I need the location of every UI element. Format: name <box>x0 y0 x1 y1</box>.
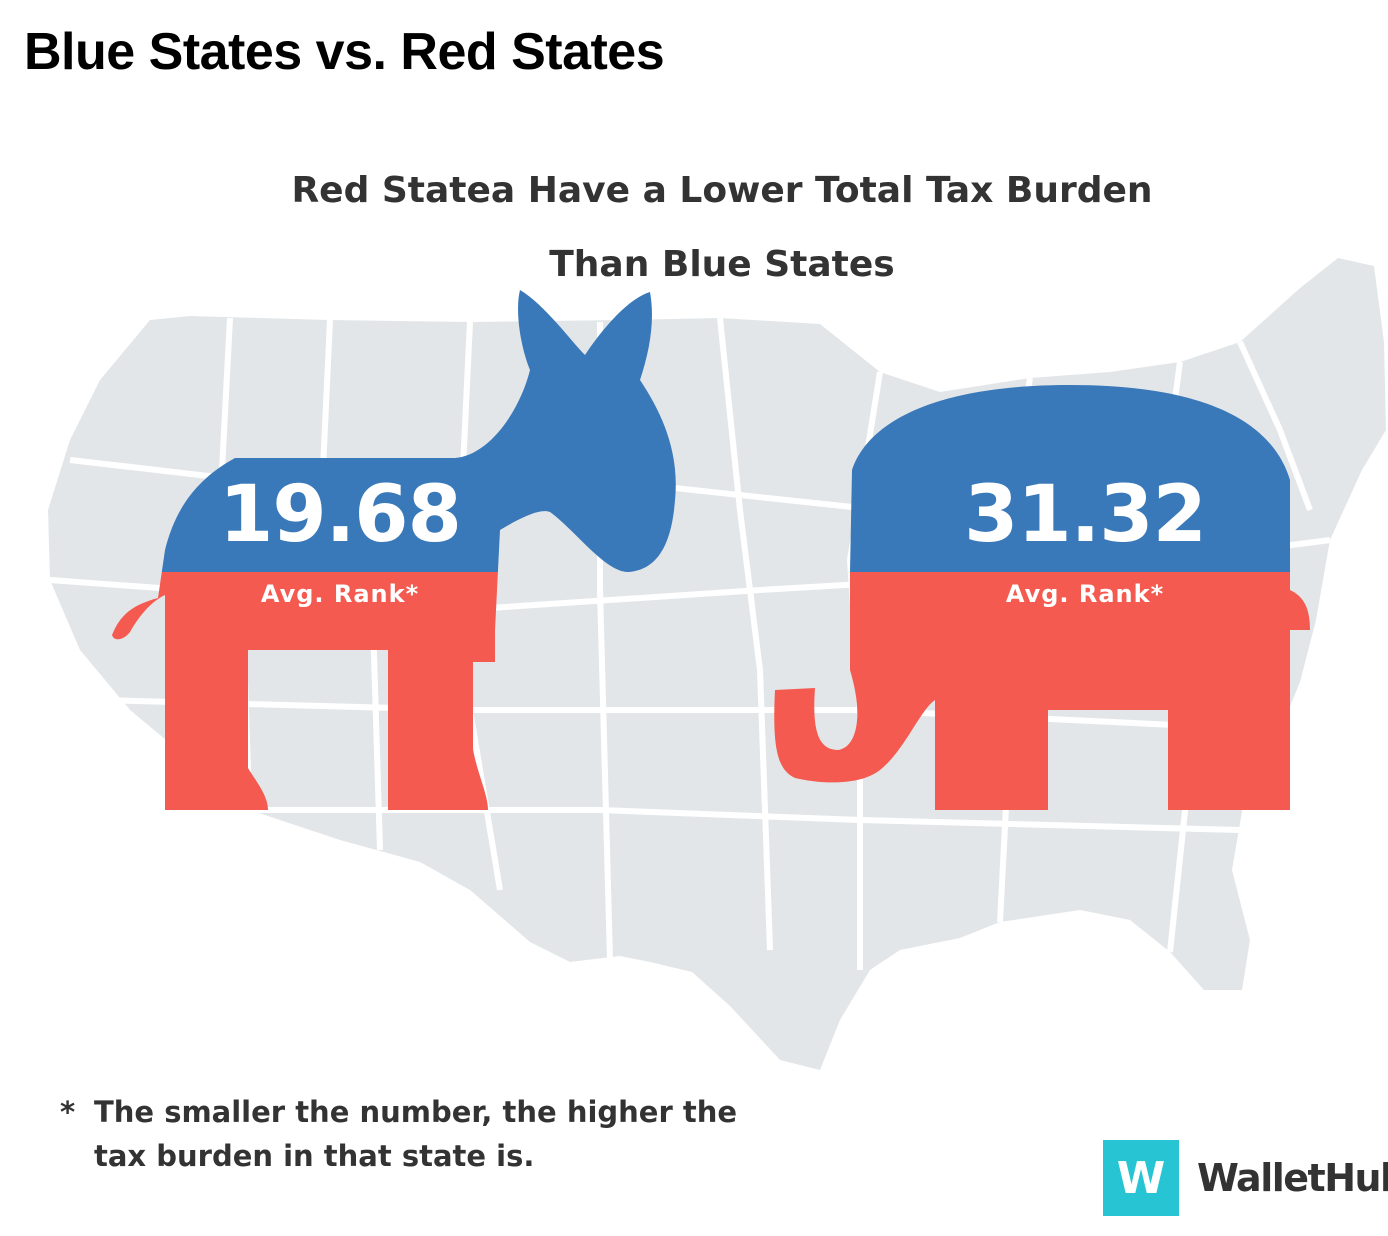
blue-states-value: 19.68 <box>219 470 462 560</box>
red-states-label: Avg. Rank* <box>1005 580 1165 608</box>
brand-name: WalletHub <box>1197 1156 1388 1200</box>
donkey-icon <box>112 290 1310 810</box>
brand-mark-letter: W <box>1116 1152 1166 1204</box>
wallethub-logo-icon: W <box>1103 1140 1179 1216</box>
footnote: * The smaller the number, the higher the… <box>60 1090 760 1178</box>
infographic-subtitle-line1: Red Statea Have a Lower Total Tax Burden <box>291 170 1153 211</box>
infographic-subtitle-line2: Than Blue States <box>549 244 895 285</box>
page-title: Blue States vs. Red States <box>24 23 665 81</box>
footnote-text: The smaller the number, the higher the t… <box>94 1095 738 1173</box>
red-states-value: 31.32 <box>964 470 1207 560</box>
tax-burden-infographic: Red Statea Have a Lower Total Tax Burden… <box>0 110 1388 1236</box>
footnote-marker: * <box>60 1095 76 1129</box>
blue-states-label: Avg. Rank* <box>260 580 420 608</box>
elephant-icon <box>1000 710 1001 711</box>
brand-logo: W WalletHub <box>1103 1140 1388 1216</box>
